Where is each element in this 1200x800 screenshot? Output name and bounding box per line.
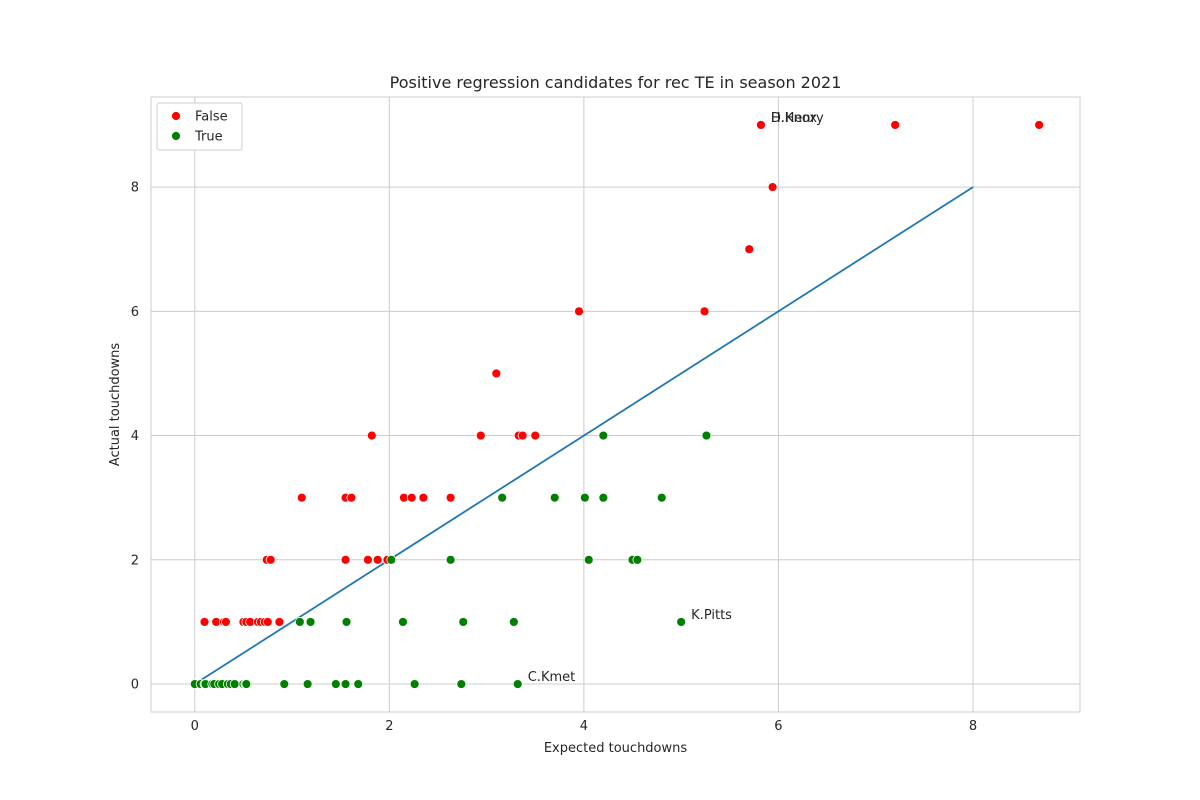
reference-line	[194, 186, 974, 685]
data-point-true	[294, 617, 305, 627]
y-tick-label: 4	[131, 429, 139, 444]
data-point-true	[409, 679, 420, 689]
data-point-false	[406, 492, 417, 503]
x-tick-label: 0	[191, 719, 199, 734]
data-point-false	[574, 306, 584, 317]
x-tick-label: 2	[385, 719, 393, 734]
data-point-true	[632, 554, 643, 565]
data-point-false	[346, 492, 357, 503]
data-point-false	[274, 617, 285, 627]
data-point-true	[330, 679, 341, 689]
data-point-true	[229, 679, 240, 689]
x-tick-label: 6	[774, 719, 782, 734]
point-annotation: H.Henry	[771, 111, 824, 126]
y-tick-label: 8	[131, 181, 139, 196]
data-point-false	[744, 244, 755, 255]
data-point-true	[302, 679, 313, 689]
data-point-false	[890, 120, 901, 130]
data-point-false	[475, 430, 486, 441]
data-point-false	[366, 430, 377, 441]
grid	[151, 97, 1080, 712]
data-point-false	[530, 430, 541, 441]
data-point-false	[262, 617, 273, 627]
data-point-true	[458, 617, 469, 627]
data-point-false	[445, 492, 456, 503]
y-tick-label: 2	[131, 553, 139, 568]
data-point-true	[512, 679, 523, 689]
legend-marker-true	[171, 131, 181, 141]
data-point-false	[265, 554, 276, 565]
data-point-true	[656, 492, 667, 503]
data-point-true	[676, 617, 687, 627]
data-point-true	[497, 492, 508, 503]
data-point-false	[756, 120, 766, 130]
data-point-true	[579, 492, 590, 503]
data-point-true	[701, 430, 712, 441]
x-tick-label: 4	[580, 719, 588, 734]
point-annotation: K.Pitts	[691, 608, 732, 623]
point-annotation: C.Kmet	[528, 670, 576, 685]
data-point-true	[398, 617, 408, 627]
data-point-true	[386, 554, 397, 565]
data-point-false	[199, 617, 210, 627]
point-annotation: D.Knox	[771, 111, 817, 126]
data-point-true	[353, 679, 364, 689]
y-axis-label: Actual touchdowns	[108, 343, 123, 467]
data-point-true	[583, 554, 594, 565]
data-point-true	[445, 554, 456, 565]
reference-line-layer	[194, 186, 974, 685]
data-point-false	[767, 182, 778, 192]
data-point-false	[340, 554, 351, 565]
data-point-true	[241, 679, 252, 689]
legend-label-true: True	[194, 130, 223, 145]
data-point-true	[508, 617, 519, 627]
plot-frame	[150, 96, 1081, 713]
data-point-true	[549, 492, 560, 503]
legend-label-false: False	[195, 110, 228, 125]
x-tick-label: 8	[969, 719, 977, 734]
data-point-true	[340, 679, 351, 689]
legend: False True	[156, 102, 243, 151]
data-point-false	[363, 554, 373, 565]
data-point-false	[221, 617, 231, 627]
y-tick-label: 6	[131, 305, 139, 320]
data-point-true	[305, 617, 316, 627]
data-point-true	[341, 617, 352, 627]
data-point-false	[517, 430, 528, 441]
data-point-true	[279, 679, 290, 689]
data-point-false	[296, 492, 307, 503]
points-layer	[189, 120, 1045, 689]
x-axis-label: Expected touchdowns	[544, 741, 688, 756]
data-point-true	[598, 430, 609, 441]
tick-labels: 0 2 4 6 8 0 2 4 6 8	[131, 181, 977, 734]
data-point-false	[699, 306, 710, 317]
legend-marker-false	[171, 111, 181, 121]
data-point-true	[456, 679, 467, 689]
data-point-false	[1034, 120, 1045, 130]
data-point-true	[598, 492, 609, 503]
data-point-false	[418, 492, 429, 503]
y-tick-label: 0	[131, 678, 139, 693]
data-point-false	[491, 368, 502, 379]
data-point-false	[372, 554, 383, 565]
chart-title: Positive regression candidates for rec T…	[390, 73, 842, 92]
